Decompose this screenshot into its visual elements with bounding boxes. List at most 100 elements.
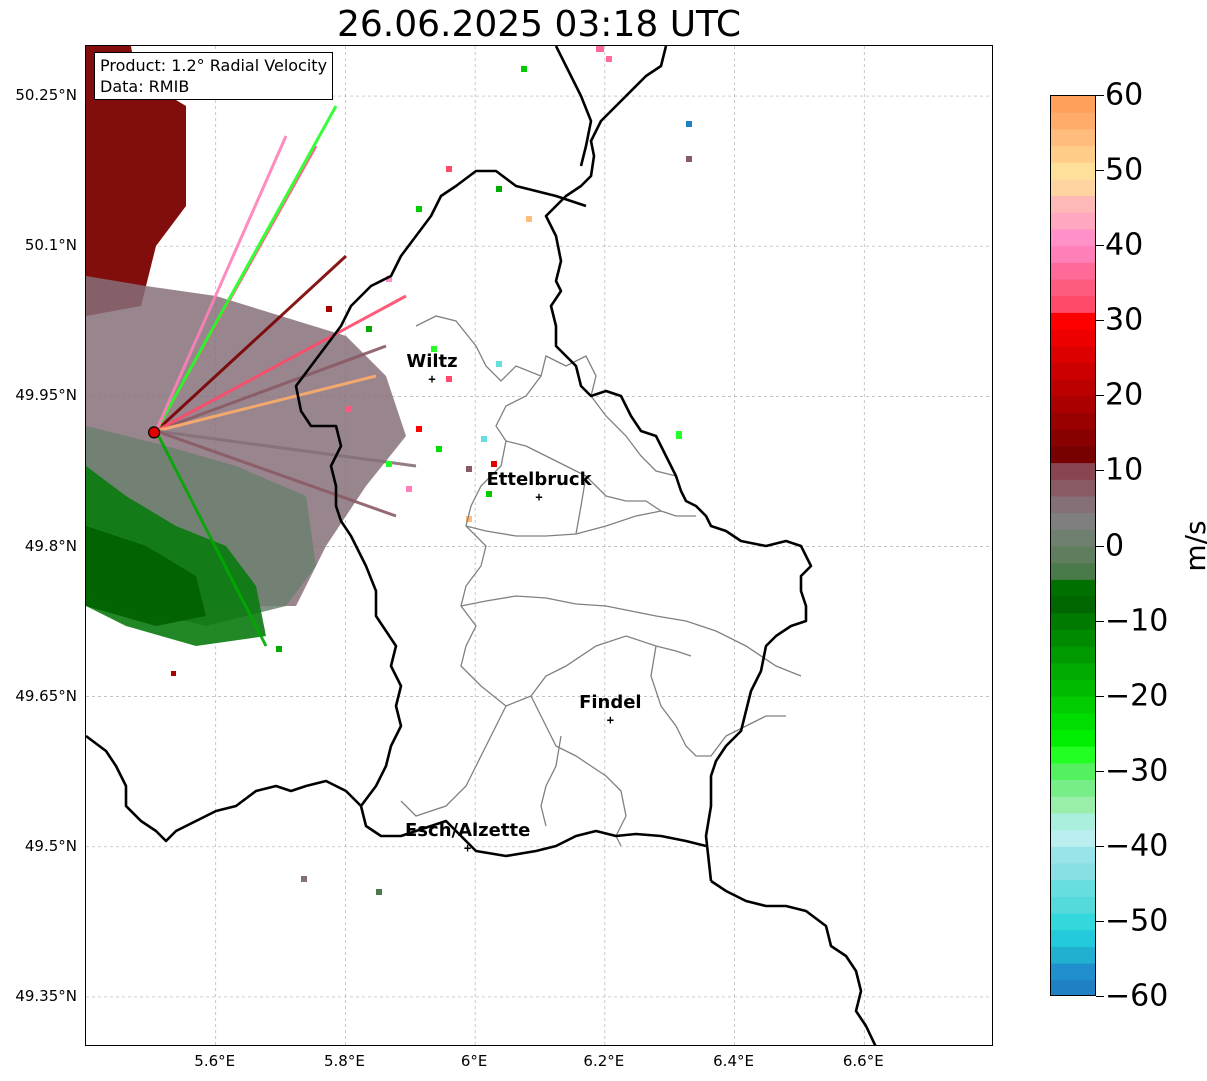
colorbar-swatch xyxy=(1051,262,1095,281)
colorbar-swatch xyxy=(1051,980,1095,995)
colorbar-tick xyxy=(1096,245,1104,247)
colorbar-swatch xyxy=(1051,896,1095,915)
colorbar-swatch xyxy=(1051,379,1095,397)
colorbar-tick xyxy=(1096,545,1104,547)
city-marker-icon: + xyxy=(428,372,436,387)
colorbar-swatch xyxy=(1051,746,1095,765)
colorbar-swatch xyxy=(1051,229,1095,247)
colorbar-swatch xyxy=(1051,946,1095,965)
colorbar-tick-label: −10 xyxy=(1105,603,1169,639)
colorbar-swatch xyxy=(1051,963,1095,981)
colorbar-swatch xyxy=(1051,663,1095,681)
map-panel[interactable] xyxy=(85,45,993,1046)
lat-tick-label: 49.95°N xyxy=(15,386,77,405)
lat-tick-label: 49.8°N xyxy=(24,536,77,555)
city-marker-icon: + xyxy=(464,840,472,855)
colorbar-swatch xyxy=(1051,730,1095,748)
colorbar-swatch xyxy=(1051,396,1095,414)
colorbar-swatch xyxy=(1051,563,1095,581)
colorbar-tick xyxy=(1096,470,1104,472)
colorbar-swatch xyxy=(1051,679,1095,698)
lat-tick-label: 49.35°N xyxy=(15,986,77,1005)
colorbar-tick-label: −60 xyxy=(1105,978,1169,1014)
radar-velocity-echoes xyxy=(86,46,692,895)
colorbar-swatch xyxy=(1051,763,1095,781)
colorbar-tick-label: −30 xyxy=(1105,753,1169,789)
colorbar-tick-label: 50 xyxy=(1105,152,1144,188)
lat-tick-label: 49.65°N xyxy=(15,686,77,705)
city-label: Esch/Alzette xyxy=(405,819,531,841)
echo-region-red-north xyxy=(86,46,186,316)
colorbar-swatch xyxy=(1051,112,1095,130)
colorbar-swatch xyxy=(1051,696,1095,714)
radar-site-marker xyxy=(147,426,161,439)
colorbar-swatch xyxy=(1051,579,1095,598)
border-lu-north-east xyxy=(544,46,813,882)
city-label: Ettelbruck xyxy=(486,469,592,491)
colorbar-tick-label: 30 xyxy=(1105,302,1144,338)
colorbar-swatch xyxy=(1051,596,1095,614)
colorbar-tick-label: −50 xyxy=(1105,903,1169,939)
colorbar-swatch xyxy=(1051,913,1095,931)
border-lu-west xyxy=(294,169,707,858)
lat-tick-label: 50.25°N xyxy=(15,86,77,105)
colorbar-swatch xyxy=(1051,279,1095,297)
colorbar-swatch xyxy=(1051,129,1095,147)
colorbar-tick-label: 20 xyxy=(1105,377,1144,413)
colorbar-tick-label: −40 xyxy=(1105,828,1169,864)
colorbar-gradient xyxy=(1051,96,1095,995)
colorbar-unit-label: m/s xyxy=(1179,520,1207,572)
lon-tick-label: 6.6°E xyxy=(842,1052,884,1070)
colorbar-swatch xyxy=(1051,629,1095,648)
echo-region-green-dark xyxy=(86,526,206,626)
city-marker-icon: + xyxy=(606,712,614,727)
colorbar-swatch xyxy=(1051,296,1095,314)
colorbar-tick-label: 0 xyxy=(1105,528,1125,563)
colorbar-swatch xyxy=(1051,479,1095,498)
colorbar-tick xyxy=(1096,95,1104,96)
colorbar-tick-label: −20 xyxy=(1105,678,1169,714)
border-de-west xyxy=(554,46,593,167)
city-label: Findel xyxy=(579,691,642,713)
colorbar-tick xyxy=(1096,170,1104,172)
colorbar-tick xyxy=(1096,845,1104,847)
colorbar-swatch xyxy=(1051,146,1095,164)
colorbar-tick-label: 10 xyxy=(1105,452,1144,488)
colorbar-swatch xyxy=(1051,346,1095,364)
colorbar-swatch xyxy=(1051,813,1095,831)
colorbar-swatch xyxy=(1051,646,1095,664)
colorbar-swatch xyxy=(1051,863,1095,881)
city-label: Wiltz xyxy=(406,351,458,373)
colorbar-swatch xyxy=(1051,830,1095,848)
radar-site xyxy=(147,426,161,439)
data-source-label: Data: RMIB xyxy=(100,77,190,96)
colorbar-swatch xyxy=(1051,329,1095,347)
colorbar-swatch xyxy=(1051,529,1095,548)
colorbar-swatch xyxy=(1051,212,1095,231)
colorbar-swatch xyxy=(1051,846,1095,865)
colorbar-swatch xyxy=(1051,780,1095,798)
lon-tick-label: 5.8°E xyxy=(324,1052,365,1070)
colorbar-tick-label: 40 xyxy=(1105,227,1144,263)
lon-tick-label: 6.2°E xyxy=(583,1052,625,1070)
colorbar-swatch xyxy=(1051,429,1095,447)
country-borders xyxy=(86,46,877,1045)
map-title: 26.06.2025 03:18 UTC xyxy=(336,4,742,45)
product-label: Product: 1.2° Radial Velocity xyxy=(100,56,328,75)
colorbar-swatch xyxy=(1051,880,1095,898)
lon-tick-label: 6°E xyxy=(460,1052,488,1070)
lon-tick-label: 6.4°E xyxy=(713,1052,754,1070)
colorbar-swatch xyxy=(1051,796,1095,815)
colorbar-tick xyxy=(1096,920,1104,922)
city-marker-icon: + xyxy=(535,490,543,505)
colorbar-swatch xyxy=(1051,413,1095,431)
colorbar-swatch xyxy=(1051,546,1095,564)
colorbar-swatch xyxy=(1051,463,1095,481)
colorbar-swatch xyxy=(1051,246,1095,264)
colorbar-tick xyxy=(1096,770,1104,772)
lon-tick-label: 5.6°E xyxy=(194,1052,236,1070)
colorbar-tick xyxy=(1096,395,1104,397)
colorbar-swatch xyxy=(1051,613,1095,631)
colorbar-swatch xyxy=(1051,446,1095,464)
map-canvas xyxy=(86,46,992,1045)
